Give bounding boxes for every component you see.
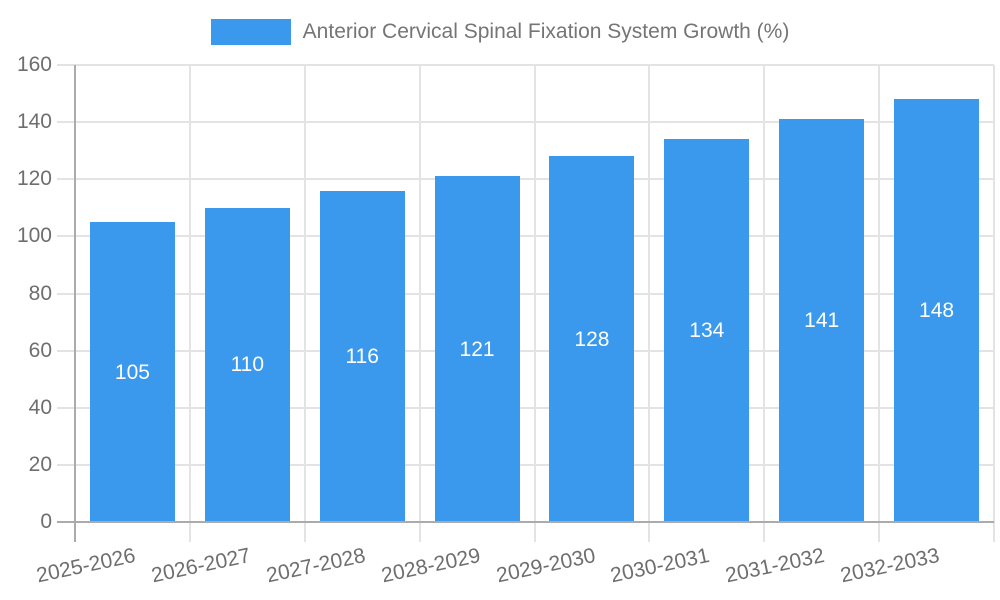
chart-legend[interactable]: Anterior Cervical Spinal Fixation System… [0, 19, 1000, 45]
x-axis-tick-label: 2032-2033 [838, 543, 942, 588]
bar-value-label: 105 [114, 360, 150, 384]
bar-value-label: 128 [574, 327, 610, 351]
y-axis-line [74, 65, 76, 542]
legend-label: Anterior Cervical Spinal Fixation System… [302, 20, 790, 43]
x-gridline [188, 65, 191, 542]
x-gridline [993, 65, 995, 542]
x-axis-tick-label: 2030-2031 [608, 543, 712, 588]
bar: 121 [434, 176, 520, 522]
y-axis-tick-label: 80 [28, 281, 52, 305]
x-axis-tick-label: 2026-2027 [149, 543, 253, 588]
bar-value-label: 110 [230, 353, 265, 377]
y-axis-tick-label: 0 [40, 510, 52, 533]
bar: 148 [894, 99, 980, 522]
y-gridline [57, 64, 994, 66]
bar: 105 [89, 222, 175, 522]
legend-swatch-icon [210, 19, 291, 45]
bar-value-label: 116 [345, 344, 379, 368]
x-gridline [533, 65, 536, 542]
y-gridline [57, 463, 994, 466]
x-axis-line [57, 521, 994, 523]
bar-value-label: 121 [459, 337, 495, 361]
x-gridline [303, 65, 306, 542]
x-axis-tick-label: 2025-2026 [34, 543, 138, 588]
x-axis-tick-label: 2027-2028 [264, 543, 368, 588]
y-gridline [57, 121, 994, 124]
x-gridline [763, 65, 766, 542]
y-gridline [57, 178, 994, 181]
y-gridline [57, 406, 994, 409]
y-axis-tick-label: 120 [16, 167, 52, 191]
y-axis-tick-label: 100 [16, 224, 52, 248]
y-gridline [57, 235, 994, 238]
y-gridline [57, 292, 994, 295]
bar-value-label: 148 [919, 299, 955, 323]
bar: 134 [664, 139, 750, 522]
y-axis-tick-label: 140 [16, 110, 52, 134]
y-axis-tick-label: 160 [16, 53, 52, 76]
bar: 141 [779, 119, 865, 522]
x-axis-tick-label: 2028-2029 [379, 543, 483, 588]
y-axis-tick-label: 60 [28, 338, 52, 362]
x-gridline [878, 65, 881, 542]
bar: 128 [549, 156, 635, 522]
y-axis-tick-label: 40 [28, 395, 52, 419]
y-gridline [57, 349, 994, 352]
x-gridline [648, 65, 651, 542]
bar: 110 [204, 207, 290, 522]
bar-value-label: 134 [689, 319, 725, 343]
bar-value-label: 141 [804, 309, 840, 333]
x-axis-tick-label: 2029-2030 [493, 543, 597, 588]
x-gridline [418, 65, 421, 542]
x-axis-tick-label: 2031-2032 [723, 543, 827, 588]
bar: 116 [319, 190, 405, 522]
y-axis-tick-label: 20 [28, 452, 52, 476]
